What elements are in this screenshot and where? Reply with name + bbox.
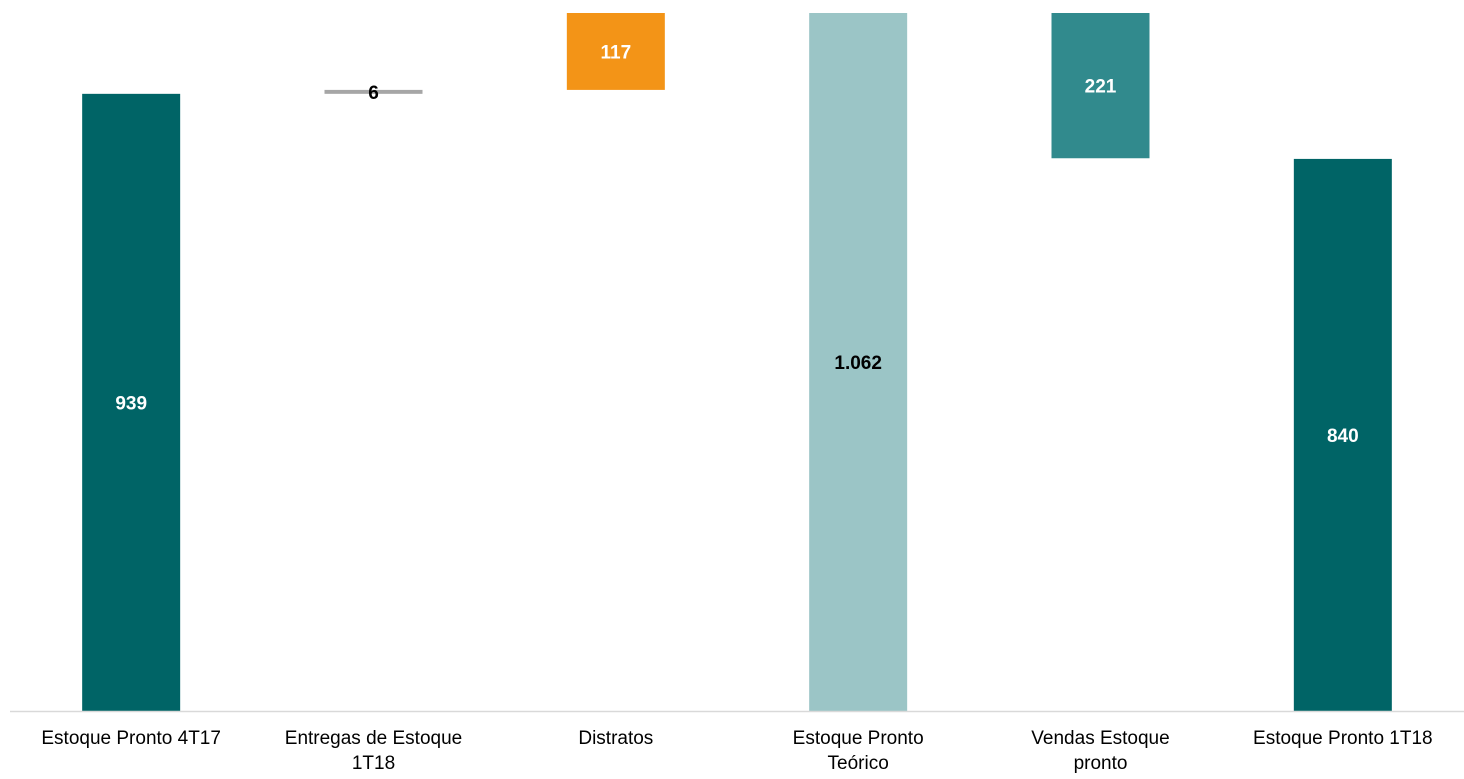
category-label-line: Estoque Pronto bbox=[793, 728, 924, 749]
bar-1 bbox=[82, 93, 181, 712]
bar-4 bbox=[809, 13, 908, 711]
category-label-5: Vendas Estoque pronto bbox=[1031, 728, 1169, 774]
bar-2 bbox=[324, 89, 423, 94]
category-labels: Estoque Pronto 4T17 Entregas de Estoque 1T… bbox=[41, 728, 1432, 774]
category-label-1: Estoque Pronto 4T17 bbox=[41, 728, 221, 749]
bars-layer bbox=[82, 13, 1392, 712]
category-label-line: 1T18 bbox=[352, 753, 395, 774]
data-label-4: 1.062 bbox=[834, 353, 882, 374]
data-label-5: 221 bbox=[1085, 77, 1117, 98]
bar-6 bbox=[1293, 158, 1392, 711]
labels-layer: 939 6 117 1.062 221 840 bbox=[115, 42, 1358, 447]
data-label-6: 840 bbox=[1327, 426, 1359, 447]
category-label-3: Distratos bbox=[578, 728, 653, 749]
category-label-line: Vendas Estoque bbox=[1031, 728, 1169, 749]
category-label-line: Entregas de Estoque bbox=[285, 728, 462, 749]
category-label-6: Estoque Pronto 1T18 bbox=[1253, 728, 1433, 749]
category-label-line: pronto bbox=[1074, 753, 1128, 774]
category-label-line: Distratos bbox=[578, 728, 653, 749]
category-label-line: Teórico bbox=[828, 753, 889, 774]
data-label-3: 117 bbox=[601, 42, 632, 63]
data-label-2: 6 bbox=[368, 83, 379, 104]
category-label-line: Estoque Pronto 1T18 bbox=[1253, 728, 1433, 749]
category-label-line: Estoque Pronto 4T17 bbox=[41, 728, 221, 749]
bar-5 bbox=[1051, 13, 1150, 159]
category-label-2: Entregas de Estoque 1T18 bbox=[285, 728, 462, 774]
bar-3 bbox=[566, 13, 665, 90]
data-label-1: 939 bbox=[115, 393, 147, 414]
category-label-4: Estoque Pronto Teórico bbox=[793, 728, 924, 774]
